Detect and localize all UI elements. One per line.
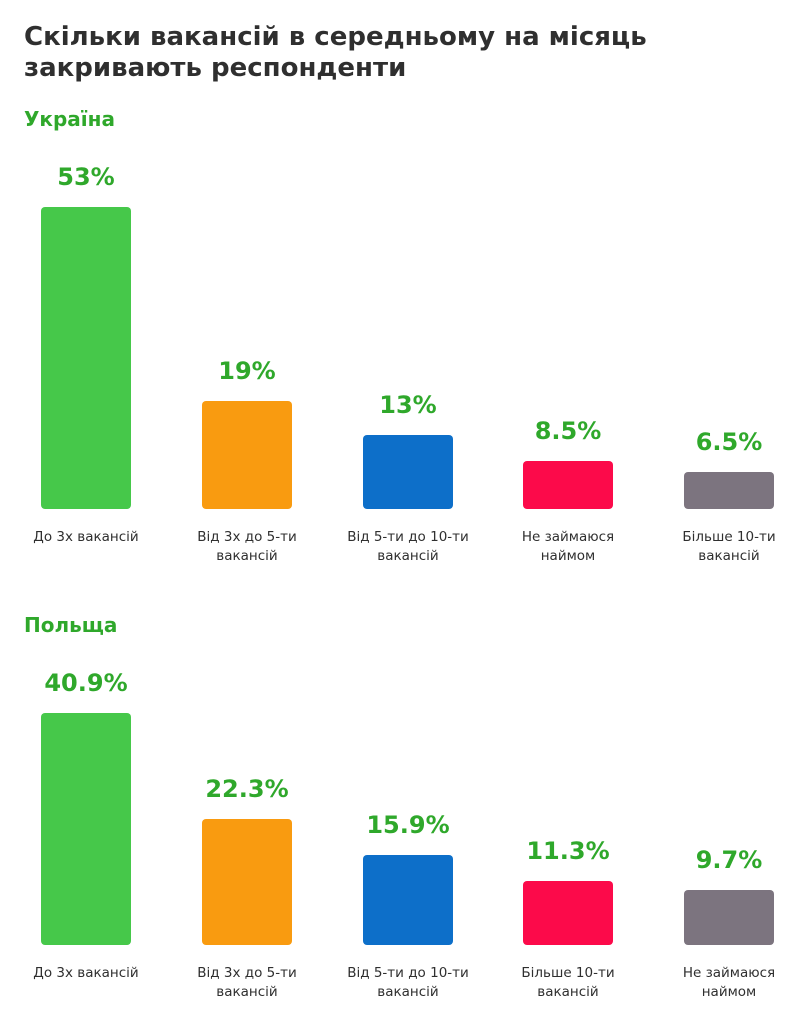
data-label: 19% xyxy=(218,357,275,385)
category-label-line: вакансій xyxy=(698,548,759,564)
category-label: Від 3х до 5-ти вакансій xyxy=(197,965,297,1000)
bar xyxy=(363,855,453,945)
category-label-line: вакансій xyxy=(216,548,277,564)
category-label-line: Від 3х до 5-ти xyxy=(197,529,297,545)
bar xyxy=(523,881,613,945)
bar xyxy=(684,472,774,509)
category-label: Не займаюся наймом xyxy=(522,529,614,564)
data-label: 15.9% xyxy=(366,811,449,839)
bar xyxy=(523,461,613,509)
bar xyxy=(41,713,131,945)
data-label: 9.7% xyxy=(696,846,763,874)
category-label-line: наймом xyxy=(702,984,757,1000)
category-label: Більше 10-ти вакансій xyxy=(521,965,614,1000)
category-label-line: вакансій xyxy=(377,984,438,1000)
category-label-line: Від 5-ти до 10-ти xyxy=(347,529,469,545)
category-label-line: Не займаюся xyxy=(522,529,614,545)
category-label: До 3х вакансій xyxy=(33,965,138,981)
category-label-line: вакансій xyxy=(537,984,598,1000)
page-title: Скільки вакансій в середньому на місяць … xyxy=(24,22,647,83)
category-label: Від 3х до 5-ти вакансій xyxy=(197,529,297,564)
category-label-line: Більше 10-ти xyxy=(682,529,775,545)
category-label-line: вакансій xyxy=(377,548,438,564)
data-label: 6.5% xyxy=(696,428,763,456)
data-label: 8.5% xyxy=(535,417,602,445)
category-label-line: Не займаюся xyxy=(683,965,775,981)
section-title-ukraine: Україна xyxy=(24,107,115,131)
category-label: Не займаюся наймом xyxy=(683,965,775,1000)
bar xyxy=(41,207,131,509)
data-label: 11.3% xyxy=(526,837,609,865)
bar-chart-poland: 40.9% До 3х вакансій 22.3% Від 3х до 5-ти ва… xyxy=(0,656,812,1014)
category-label-line: вакансій xyxy=(216,984,277,1000)
bar xyxy=(202,401,292,509)
category-label-line: Від 3х до 5-ти xyxy=(197,965,297,981)
data-label: 53% xyxy=(57,163,114,191)
bar-chart-poland-svg: 40.9% До 3х вакансій 22.3% Від 3х до 5-ти ва… xyxy=(33,669,775,1000)
category-label: Від 5-ти до 10-ти вакансій xyxy=(347,529,469,564)
data-label: 13% xyxy=(379,391,436,419)
bar-chart-ukraine-svg: 53% До 3х вакансій 19% Від 3х до 5-ти ваканс… xyxy=(33,163,775,564)
bar-chart-ukraine: 53% До 3х вакансій 19% Від 3х до 5-ти ваканс… xyxy=(0,150,812,575)
category-label-line: До 3х вакансій xyxy=(33,529,138,545)
data-label: 40.9% xyxy=(44,669,127,697)
category-label-line: наймом xyxy=(541,548,596,564)
category-label: Від 5-ти до 10-ти вакансій xyxy=(347,965,469,1000)
category-label: До 3х вакансій xyxy=(33,529,138,545)
category-label: Більше 10-ти вакансій xyxy=(682,529,775,564)
section-title-poland: Польща xyxy=(24,613,118,637)
category-label-line: Від 5-ти до 10-ти xyxy=(347,965,469,981)
bar xyxy=(684,890,774,945)
bar xyxy=(202,819,292,945)
category-label-line: Більше 10-ти xyxy=(521,965,614,981)
bar xyxy=(363,435,453,509)
data-label: 22.3% xyxy=(205,775,288,803)
category-label-line: До 3х вакансій xyxy=(33,965,138,981)
